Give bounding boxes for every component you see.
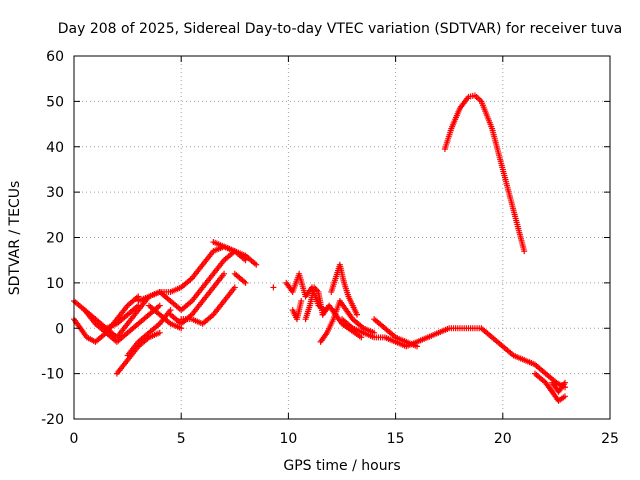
y-tick-label: 20 [46, 231, 64, 247]
data-point [253, 261, 260, 268]
series-arc-11 [103, 302, 142, 332]
series-arc-10 [146, 302, 185, 332]
data-point [242, 279, 249, 286]
data-point [358, 334, 365, 341]
series-arc-21 [339, 316, 568, 391]
series-arc-17 [302, 284, 326, 323]
series-arc-14 [270, 284, 277, 291]
y-tick-label: 60 [46, 49, 64, 65]
series-arc-13 [231, 270, 249, 286]
axis-ticks [73, 55, 611, 420]
series-arc-7 [156, 248, 238, 314]
x-tick-label: 25 [601, 431, 619, 447]
y-tick-label: -10 [41, 367, 64, 383]
data-point [156, 329, 163, 336]
chart-title: Day 208 of 2025, Sidereal Day-to-day VTE… [58, 21, 622, 37]
series-arc-16 [289, 298, 305, 323]
x-axis-label: GPS time / hours [283, 458, 400, 474]
x-tick-label: 20 [494, 431, 512, 447]
y-tick-label: 10 [46, 276, 64, 292]
series-arc-9 [178, 284, 238, 327]
y-tick-label: 30 [46, 185, 64, 201]
y-tick-label: 50 [46, 94, 64, 110]
x-tick-label: 15 [387, 431, 405, 447]
data-point [178, 325, 185, 332]
y-tick-label: -20 [41, 412, 64, 428]
series-arc-19 [328, 261, 361, 318]
y-axis-label: SDTVAR / TECUs [7, 181, 23, 296]
x-tick-label: 5 [177, 431, 186, 447]
series-arc-23 [531, 370, 568, 404]
data-point [135, 302, 142, 309]
data-point [221, 270, 228, 277]
x-tick-labels: 0 5 10 15 20 25 [70, 431, 619, 447]
series-arc-20 [319, 302, 365, 341]
series-arc-25 [441, 92, 528, 255]
x-tick-label: 0 [70, 431, 79, 447]
x-tick-label: 10 [279, 431, 297, 447]
series-arc-22 [371, 316, 421, 350]
series-arc-24 [549, 379, 568, 395]
series-arc-12 [210, 239, 260, 268]
data-points [71, 92, 568, 404]
data-point [414, 343, 421, 350]
data-point [561, 393, 568, 400]
data-point [521, 248, 528, 255]
data-point [270, 284, 277, 291]
data-point [298, 298, 305, 305]
data-point [561, 379, 568, 386]
data-point [156, 302, 163, 309]
y-tick-label: 0 [55, 321, 64, 337]
data-point [354, 311, 361, 318]
data-point [231, 284, 238, 291]
series-arc-8 [167, 270, 228, 327]
y-tick-labels: -20 -10 0 10 20 30 40 50 60 [41, 49, 64, 428]
y-tick-label: 40 [46, 140, 64, 156]
